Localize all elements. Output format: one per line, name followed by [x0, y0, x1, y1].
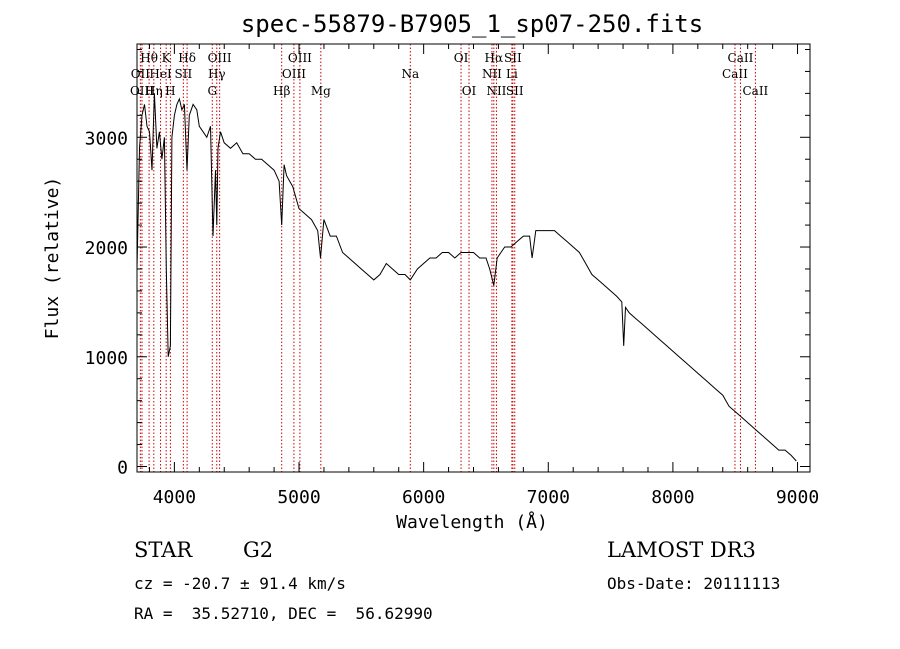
spectral-line-markers	[139, 44, 756, 472]
spectral-line-label: OI	[462, 84, 477, 98]
redshift-velocity: cz = -20.7 ± 91.4 km/s	[134, 574, 346, 593]
spectral-line-label: Hη	[145, 84, 163, 98]
spectrum-chart: spec-55879-B7905_1_sp07-250.fits Hθ OII OI…	[42, 10, 820, 533]
x-tick-label: 5000	[277, 487, 320, 508]
spectral-line-label: NII	[486, 84, 506, 98]
y-tick-label: 2000	[85, 238, 128, 259]
spectral-line-label: CaII	[722, 67, 748, 81]
spectral-line-label: NII	[482, 67, 502, 81]
spectral-line-label: CaII	[728, 51, 754, 65]
x-tick-label: 8000	[651, 487, 694, 508]
x-tick-label: 6000	[402, 487, 445, 508]
spectral-line-label: G	[207, 84, 217, 98]
spectral-line-label: Mg	[311, 84, 331, 98]
spectral-line-label: Hβ	[273, 84, 290, 98]
spectral-line-label: OIII	[282, 67, 306, 81]
axis-tick-labels: 4000 5000 6000 7000 8000 9000 0 1000 2000 3000	[85, 128, 820, 508]
spectral-line-label: OIII	[288, 51, 312, 65]
spectral-line-label: SII	[506, 84, 524, 98]
x-tick-label: 7000	[527, 487, 570, 508]
x-axis-label: Wavelength (Å)	[396, 511, 548, 533]
spectral-line-label: CaII	[742, 84, 768, 98]
flux-series-line	[136, 93, 797, 462]
object-class: STAR	[134, 538, 193, 562]
y-tick-label: 0	[117, 458, 128, 479]
spectral-line-label: Hδ	[178, 51, 196, 65]
y-tick-label: 3000	[85, 128, 128, 149]
spectral-line-label: Na	[401, 67, 419, 81]
spectral-line-label: SII	[504, 51, 522, 65]
spectral-line-label: Hα	[485, 51, 504, 65]
coordinates: RA = 35.52710, DEC = 56.62990	[134, 604, 433, 623]
x-tick-label: 9000	[776, 487, 819, 508]
plot-frame	[136, 43, 811, 473]
spectral-line-label: K	[162, 51, 172, 65]
spectral-line-label: HeI	[149, 67, 172, 81]
spectral-line-label: Hθ	[140, 51, 158, 65]
spectral-line-label: SII	[175, 67, 193, 81]
axis-ticks	[137, 44, 810, 472]
y-tick-label: 1000	[85, 348, 128, 369]
spectral-line-label: Li	[506, 67, 518, 81]
survey-name: LAMOST DR3	[607, 538, 756, 562]
y-axis-label: Flux (relative)	[42, 177, 63, 340]
subclass: G2	[243, 538, 274, 562]
chart-title: spec-55879-B7905_1_sp07-250.fits	[241, 10, 703, 38]
spectral-line-label: OIII	[130, 84, 154, 98]
observation-date: Obs-Date: 20111113	[607, 574, 781, 593]
spectral-line-label: H	[165, 84, 175, 98]
spectral-line-label: OI	[454, 51, 469, 65]
spectral-line-label: OII	[131, 67, 151, 81]
spectral-line-label: Hγ	[208, 67, 226, 81]
x-tick-label: 4000	[153, 487, 196, 508]
spectral-line-label: OIII	[208, 51, 232, 65]
